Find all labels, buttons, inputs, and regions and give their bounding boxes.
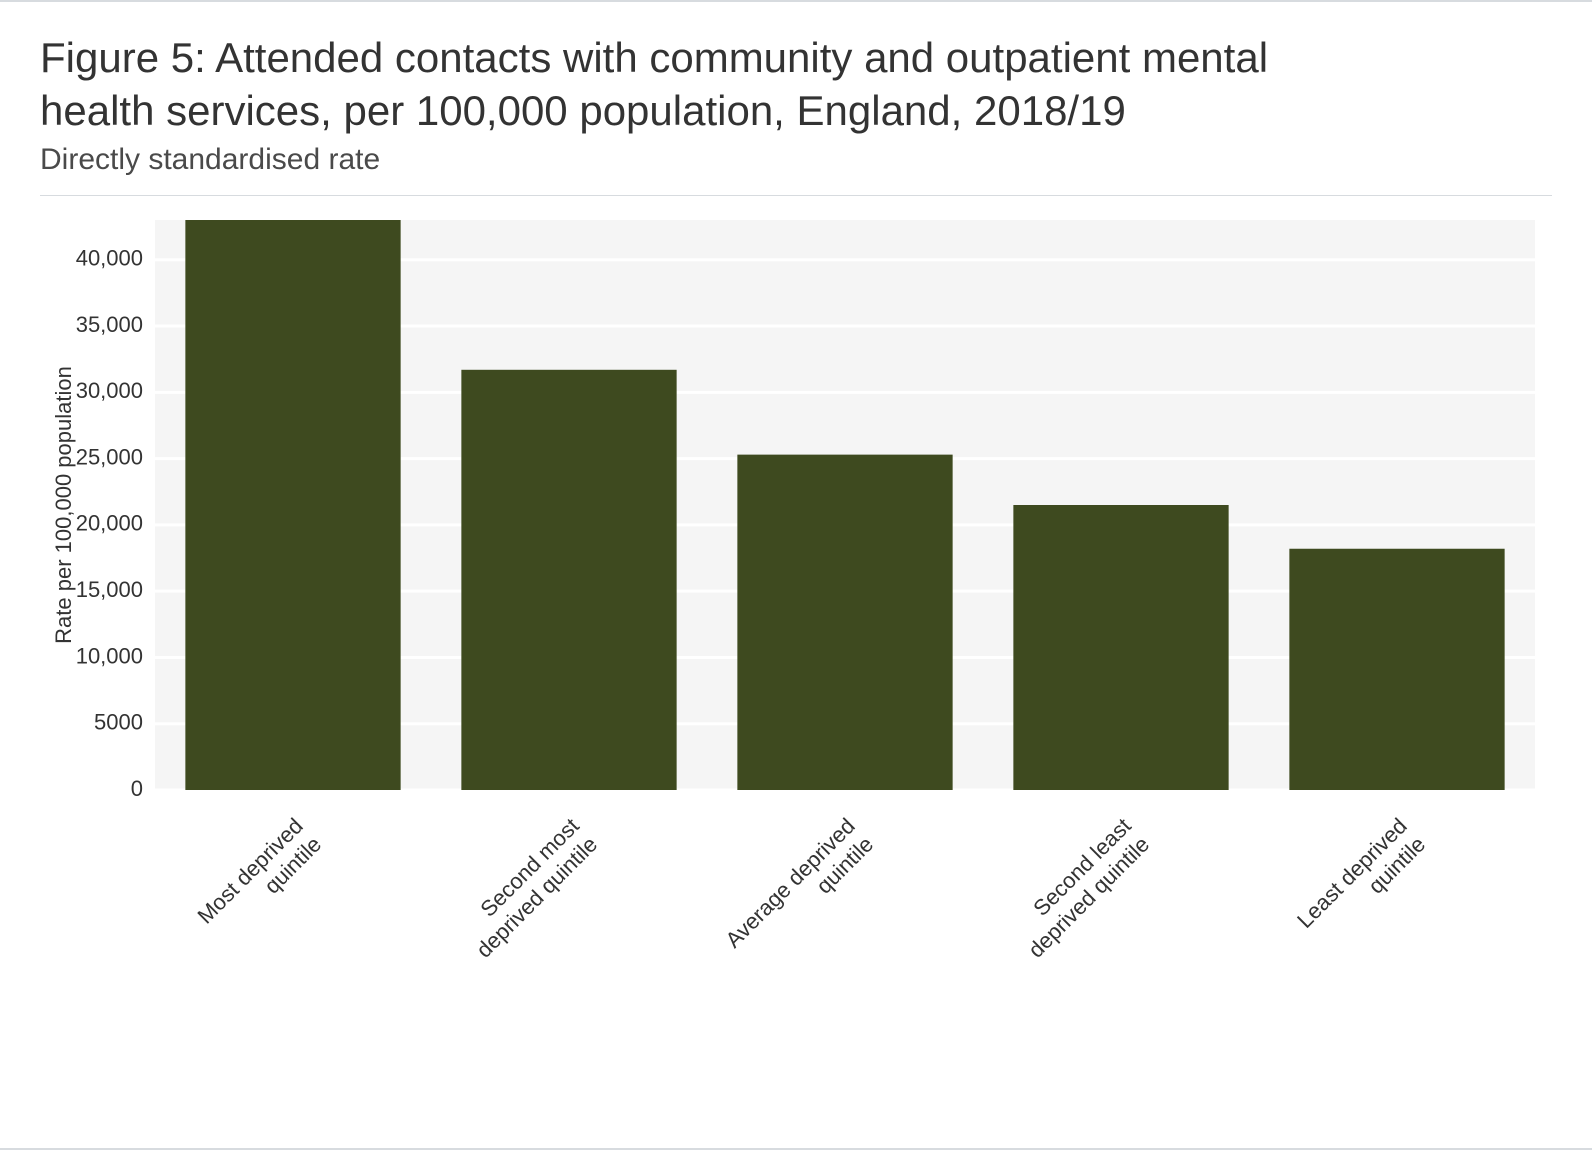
- y-tick-label: 0: [131, 776, 143, 801]
- bar: [1289, 549, 1504, 790]
- figure-subtitle: Directly standardised rate: [40, 143, 1552, 177]
- y-tick-label: 25,000: [76, 444, 143, 469]
- bar: [185, 220, 400, 790]
- bar-chart: 0 5000 10,000 15,000 20,000 25,000 30,000 35,00…: [40, 220, 1552, 1070]
- y-tick-label: 40,000: [76, 246, 143, 271]
- x-tick-label: Least deprivedquintile: [1292, 813, 1430, 951]
- x-tick-label: Most deprivedquintile: [192, 813, 326, 947]
- y-tick-label: 20,000: [76, 511, 143, 536]
- chart-svg: 0 5000 10,000 15,000 20,000 25,000 30,000 35,00…: [40, 220, 1552, 1070]
- y-tick-label: 5000: [94, 710, 143, 735]
- y-axis-title: Rate per 100,000 population: [51, 366, 76, 644]
- bar: [461, 370, 676, 790]
- y-tick-label: 10,000: [76, 643, 143, 668]
- y-tick-label: 15,000: [76, 577, 143, 602]
- figure-frame: Figure 5: Attended contacts with communi…: [0, 0, 1592, 1150]
- figure-title: Figure 5: Attended contacts with communi…: [40, 32, 1340, 137]
- x-tick-label: Second mostdeprived quintile: [453, 813, 602, 962]
- bar: [737, 455, 952, 790]
- divider: [40, 195, 1552, 196]
- bar: [1013, 505, 1228, 790]
- y-tick-label: 35,000: [76, 312, 143, 337]
- x-tick-label: Second leastdeprived quintile: [1005, 813, 1154, 962]
- x-tick-label: Average deprivedquintile: [721, 813, 879, 971]
- y-tick-label: 30,000: [76, 378, 143, 403]
